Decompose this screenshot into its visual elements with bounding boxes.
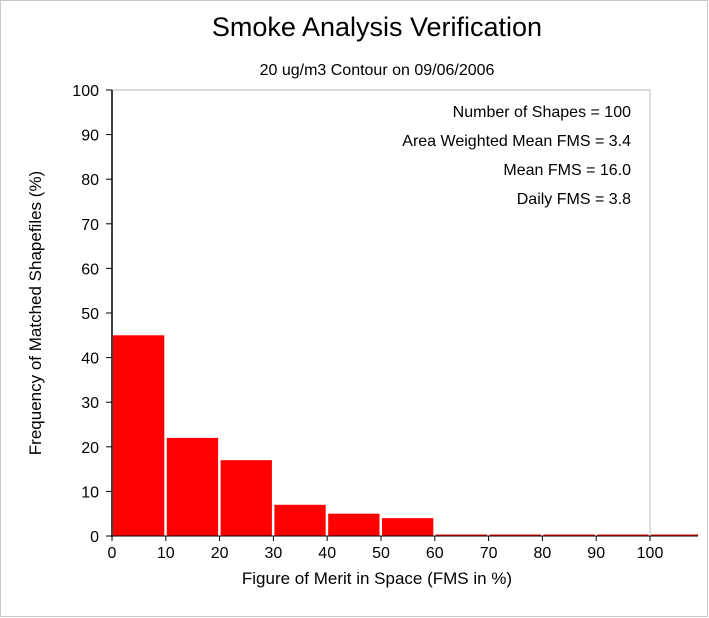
stats-box: Number of Shapes = 100 Area Weighted Mea… — [402, 104, 631, 208]
histogram-bar-10-20 — [166, 437, 219, 536]
x-tick-label-0: 0 — [108, 545, 117, 562]
stat-number-of-shapes: Number of Shapes = 100 — [453, 104, 631, 121]
x-tick-label-20: 20 — [211, 545, 229, 562]
y-tick-label-10: 10 — [81, 484, 99, 501]
y-tick-label-90: 90 — [81, 128, 99, 145]
x-tick-labels: 0 10 20 30 40 50 60 70 80 90 100 — [108, 545, 664, 562]
y-tick-label-80: 80 — [81, 172, 99, 189]
histogram-bar-90-100 — [597, 534, 649, 536]
bars-group — [113, 335, 698, 536]
x-tick-label-60: 60 — [426, 545, 444, 562]
x-tick-label-90: 90 — [587, 545, 605, 562]
histogram-bar-60-70 — [435, 534, 488, 536]
histogram-bar-20-30 — [220, 460, 272, 536]
y-tick-label-60: 60 — [81, 261, 99, 278]
histogram-bar-40-50 — [328, 513, 380, 536]
y-tick-label-100: 100 — [72, 83, 99, 100]
histogram-bar-30-40 — [274, 504, 326, 536]
histogram-bar-80-90 — [543, 534, 595, 536]
x-axis-label: Figure of Merit in Space (FMS in %) — [242, 569, 512, 588]
axes-group — [106, 89, 698, 541]
x-tick-label-10: 10 — [157, 545, 175, 562]
histogram-bar-100-110 — [651, 534, 698, 536]
x-tick-label-80: 80 — [534, 545, 552, 562]
x-tick-label-50: 50 — [372, 545, 390, 562]
y-tick-label-50: 50 — [81, 306, 99, 323]
histogram-bar-70-80 — [489, 534, 541, 536]
stat-area-weighted-mean-fms: Area Weighted Mean FMS = 3.4 — [402, 133, 631, 150]
y-axis-label: Frequency of Matched Shapefiles (%) — [26, 171, 45, 455]
x-tick-label-30: 30 — [265, 545, 283, 562]
y-tick-label-70: 70 — [81, 217, 99, 234]
y-tick-labels: 0 10 20 30 40 50 60 70 80 90 100 — [72, 83, 99, 546]
y-tick-label-30: 30 — [81, 395, 99, 412]
y-tick-label-0: 0 — [90, 529, 99, 546]
y-tick-label-40: 40 — [81, 351, 99, 368]
stat-daily-fms: Daily FMS = 3.8 — [517, 191, 631, 208]
x-tick-label-100: 100 — [637, 545, 664, 562]
chart-title: Smoke Analysis Verification — [212, 12, 542, 42]
histogram-bar-50-60 — [382, 518, 434, 536]
x-tick-label-40: 40 — [318, 545, 336, 562]
histogram-bar-0-10 — [113, 335, 165, 536]
x-tick-label-70: 70 — [480, 545, 498, 562]
stat-mean-fms: Mean FMS = 16.0 — [503, 162, 631, 179]
chart-subtitle: 20 ug/m3 Contour on 09/06/2006 — [260, 62, 495, 79]
y-tick-label-20: 20 — [81, 440, 99, 457]
